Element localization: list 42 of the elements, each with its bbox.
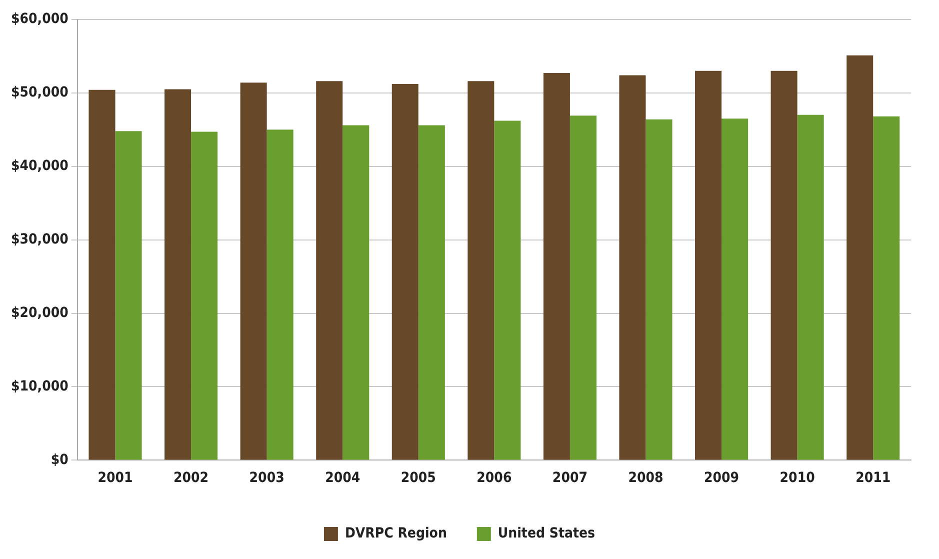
x-tick-label: 2006 (476, 470, 512, 486)
legend-label: United States (498, 526, 596, 542)
x-tick-label: 2010 (780, 470, 816, 486)
x-tick-label: 2004 (325, 470, 360, 486)
bar (418, 125, 445, 460)
bar (722, 118, 748, 460)
y-tick-label: $60,000 (10, 11, 69, 28)
bar (695, 70, 722, 460)
x-tick-label: 2011 (856, 470, 891, 486)
bar (316, 81, 343, 460)
bar (797, 114, 824, 460)
bar (191, 132, 218, 460)
bar (846, 55, 874, 460)
y-tick-label: $50,000 (10, 84, 69, 101)
bar (494, 120, 521, 460)
bar (164, 89, 192, 460)
y-tick-label: $0 (50, 452, 69, 468)
y-tick-label: $20,000 (10, 304, 69, 321)
x-tick-label: 2009 (704, 470, 740, 486)
y-tick-label: $10,000 (10, 378, 69, 394)
bar (266, 130, 294, 460)
y-tick-label: $40,000 (10, 158, 69, 174)
x-tick-label: 2008 (628, 470, 664, 486)
bar (342, 125, 370, 460)
x-tick-label: 2003 (249, 470, 284, 486)
bar (543, 73, 570, 460)
bar (392, 84, 418, 460)
bar (646, 119, 672, 460)
legend-label: DVRPC Region (344, 526, 447, 542)
bar (115, 131, 142, 460)
x-tick-label: 2001 (98, 470, 133, 486)
bar (619, 75, 646, 460)
bar (468, 81, 494, 460)
x-tick-label: 2002 (174, 470, 209, 486)
x-tick-label: 2005 (400, 470, 436, 486)
bar (873, 116, 900, 460)
y-tick-label: $30,000 (10, 231, 69, 248)
bar (570, 116, 596, 460)
x-tick-label: 2007 (552, 470, 588, 486)
bar (770, 70, 798, 460)
bar (88, 90, 116, 460)
bar (240, 82, 267, 460)
